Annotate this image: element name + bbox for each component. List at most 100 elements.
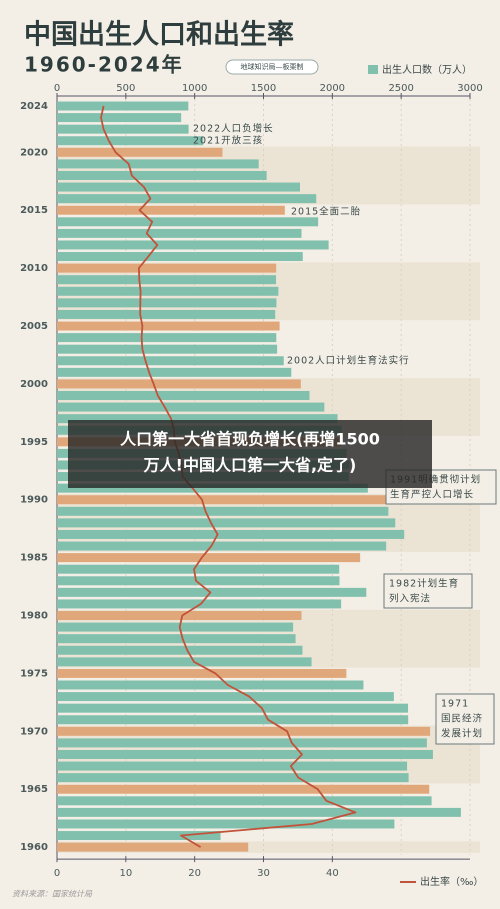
bar [57, 309, 276, 319]
x-tick-label: 1000 [182, 83, 207, 94]
bar [57, 217, 319, 227]
bar [57, 749, 433, 759]
annotation: 列入宪法 [389, 593, 431, 605]
legend-swatch [368, 65, 378, 74]
bar [57, 170, 267, 180]
y-tick-label: 2010 [20, 263, 48, 274]
annotation: 2015全面二胎 [291, 206, 361, 218]
annotation-box [435, 693, 495, 745]
y-tick-label: 1990 [20, 495, 48, 506]
bar [57, 807, 461, 817]
bar [57, 657, 312, 667]
bar [57, 506, 389, 516]
bar [57, 495, 387, 505]
y-tick-label: 1985 [20, 553, 48, 564]
annotation-box [385, 469, 497, 505]
x-tick-label: 3000 [457, 83, 482, 94]
bar [57, 784, 430, 794]
bar [57, 263, 277, 273]
bar [57, 391, 310, 400]
band [57, 841, 480, 853]
bar [57, 333, 277, 343]
x-tick-label: 2500 [388, 83, 413, 94]
bar [57, 715, 409, 725]
bar [57, 298, 277, 308]
bar [57, 194, 317, 204]
bar [57, 113, 182, 123]
x2-tick-label: 20 [188, 868, 201, 879]
annotation: 国民经济 [441, 713, 483, 725]
annotation-box [383, 573, 473, 609]
bar [57, 611, 302, 621]
bar [57, 622, 294, 632]
y-tick-label: 2020 [20, 147, 48, 158]
bar [57, 286, 279, 296]
annotation: 1971 [441, 699, 469, 710]
bar [57, 738, 427, 748]
bar [57, 124, 189, 134]
bar [57, 228, 302, 238]
overlay-caption: 万人!中国人口第一大省,定了) [143, 456, 357, 475]
bar [57, 541, 387, 551]
bar [57, 182, 300, 192]
overlay-caption: 人口第一大省首现负增长(再增1500 [120, 430, 380, 449]
annotation: 1982计划生育 [389, 578, 459, 590]
bar [57, 692, 394, 702]
bar [57, 252, 303, 262]
bar [57, 703, 409, 713]
bar [57, 634, 296, 644]
annotation: 2002人口计划生育法实行 [287, 355, 410, 367]
source: 资料来源：国家统计局 [12, 890, 93, 899]
x-tick-label: 500 [116, 83, 135, 94]
bar [57, 761, 408, 771]
y-tick-label: 2015 [20, 205, 48, 216]
bar [57, 842, 249, 852]
bar [57, 553, 361, 563]
bar [57, 205, 285, 215]
y-tick-label: 2005 [20, 321, 48, 332]
credit: 地球知识局—板栗制 [241, 62, 304, 71]
annotation: 发展计划 [441, 728, 483, 740]
bar [57, 831, 221, 841]
x-tick-label: 2000 [320, 83, 345, 94]
bar [57, 726, 431, 736]
y-tick-label: 1980 [20, 611, 48, 622]
bar [57, 645, 303, 655]
bar [57, 599, 342, 609]
x-tick-label: 1500 [251, 83, 276, 94]
chart-subtitle: 1960-2024年 [24, 53, 184, 77]
bar [57, 367, 292, 377]
x2-tick-label: 30 [257, 868, 270, 879]
x2-tick-label: 10 [119, 868, 132, 879]
bar [57, 379, 301, 389]
bar [57, 402, 325, 412]
bar [57, 101, 189, 111]
bar [57, 414, 338, 424]
bar [57, 587, 367, 597]
credit-badge [225, 59, 319, 75]
legend-label: 出生人口数（万人） [382, 63, 472, 76]
x2-tick-label: 40 [326, 868, 339, 879]
bar [57, 668, 347, 678]
y-tick-label: 1960 [20, 842, 48, 853]
bar [57, 147, 223, 157]
annotation: 2021开放三孩 [193, 135, 263, 147]
bar [57, 321, 280, 331]
annotation: 2022人口负增长 [193, 123, 274, 135]
bar [57, 529, 405, 539]
y-tick-label: 1965 [20, 784, 48, 795]
y-tick-label: 1995 [20, 437, 48, 448]
bar [57, 518, 396, 528]
x-tick-label: 0 [54, 83, 60, 94]
bar [57, 275, 277, 285]
bar [57, 483, 368, 493]
y-tick-label: 2000 [20, 379, 48, 390]
bar [57, 576, 340, 586]
y-tick-label: 2024 [20, 101, 48, 112]
bar [57, 796, 432, 806]
annotations: 2022人口负增长 2021开放三孩 2015全面二胎 2002人口计划生育法实… [193, 123, 497, 745]
bar [57, 564, 340, 574]
overlay-caption-box [68, 420, 432, 488]
y-tick-label: 1975 [20, 668, 48, 679]
